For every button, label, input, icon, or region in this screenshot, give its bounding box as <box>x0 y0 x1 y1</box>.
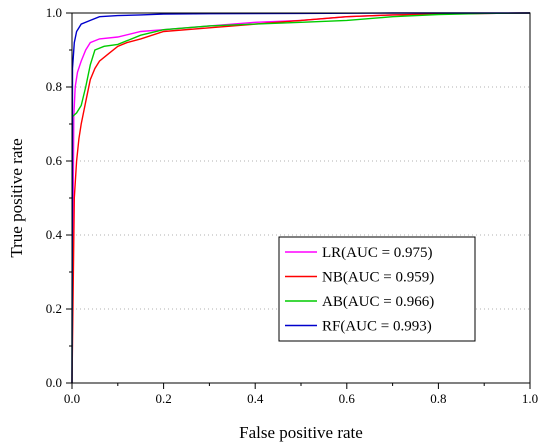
y-tick-label: 0.8 <box>46 79 62 94</box>
legend-label: NB(AUC = 0.959) <box>322 270 434 286</box>
legend: LR(AUC = 0.975) NB(AUC = 0.959) AB(AUC = 0… <box>278 236 476 342</box>
legend-box <box>278 236 476 342</box>
y-tick-label: 0.4 <box>46 227 63 242</box>
axis-ticks: 0.0 0.2 0.4 0.6 0.8 1.0 0.0 0.2 0.4 0.6 0.8 1.0 <box>46 5 538 406</box>
legend-label: AB(AUC = 0.966) <box>322 294 434 310</box>
x-tick-label: 0.8 <box>430 391 446 406</box>
y-tick-label: 0.6 <box>46 153 63 168</box>
y-tick-label: 0.2 <box>46 301 62 316</box>
series-line-1 <box>71 12 531 384</box>
x-axis-title: False positive rate <box>239 423 363 442</box>
x-tick-label: 0.6 <box>339 391 356 406</box>
x-tick-label: 0.0 <box>64 391 80 406</box>
series-line-2 <box>71 12 531 384</box>
legend-label: LR(AUC = 0.975) <box>322 245 433 261</box>
y-tick-label: 1.0 <box>46 5 62 20</box>
y-axis-title: True positive rate <box>7 138 26 257</box>
y-tick-label: 0.0 <box>46 375 62 390</box>
x-tick-label: 0.4 <box>247 391 264 406</box>
x-tick-label: 0.2 <box>155 391 171 406</box>
x-tick-label: 1.0 <box>522 391 538 406</box>
legend-label: RF(AUC = 0.993) <box>322 319 432 335</box>
